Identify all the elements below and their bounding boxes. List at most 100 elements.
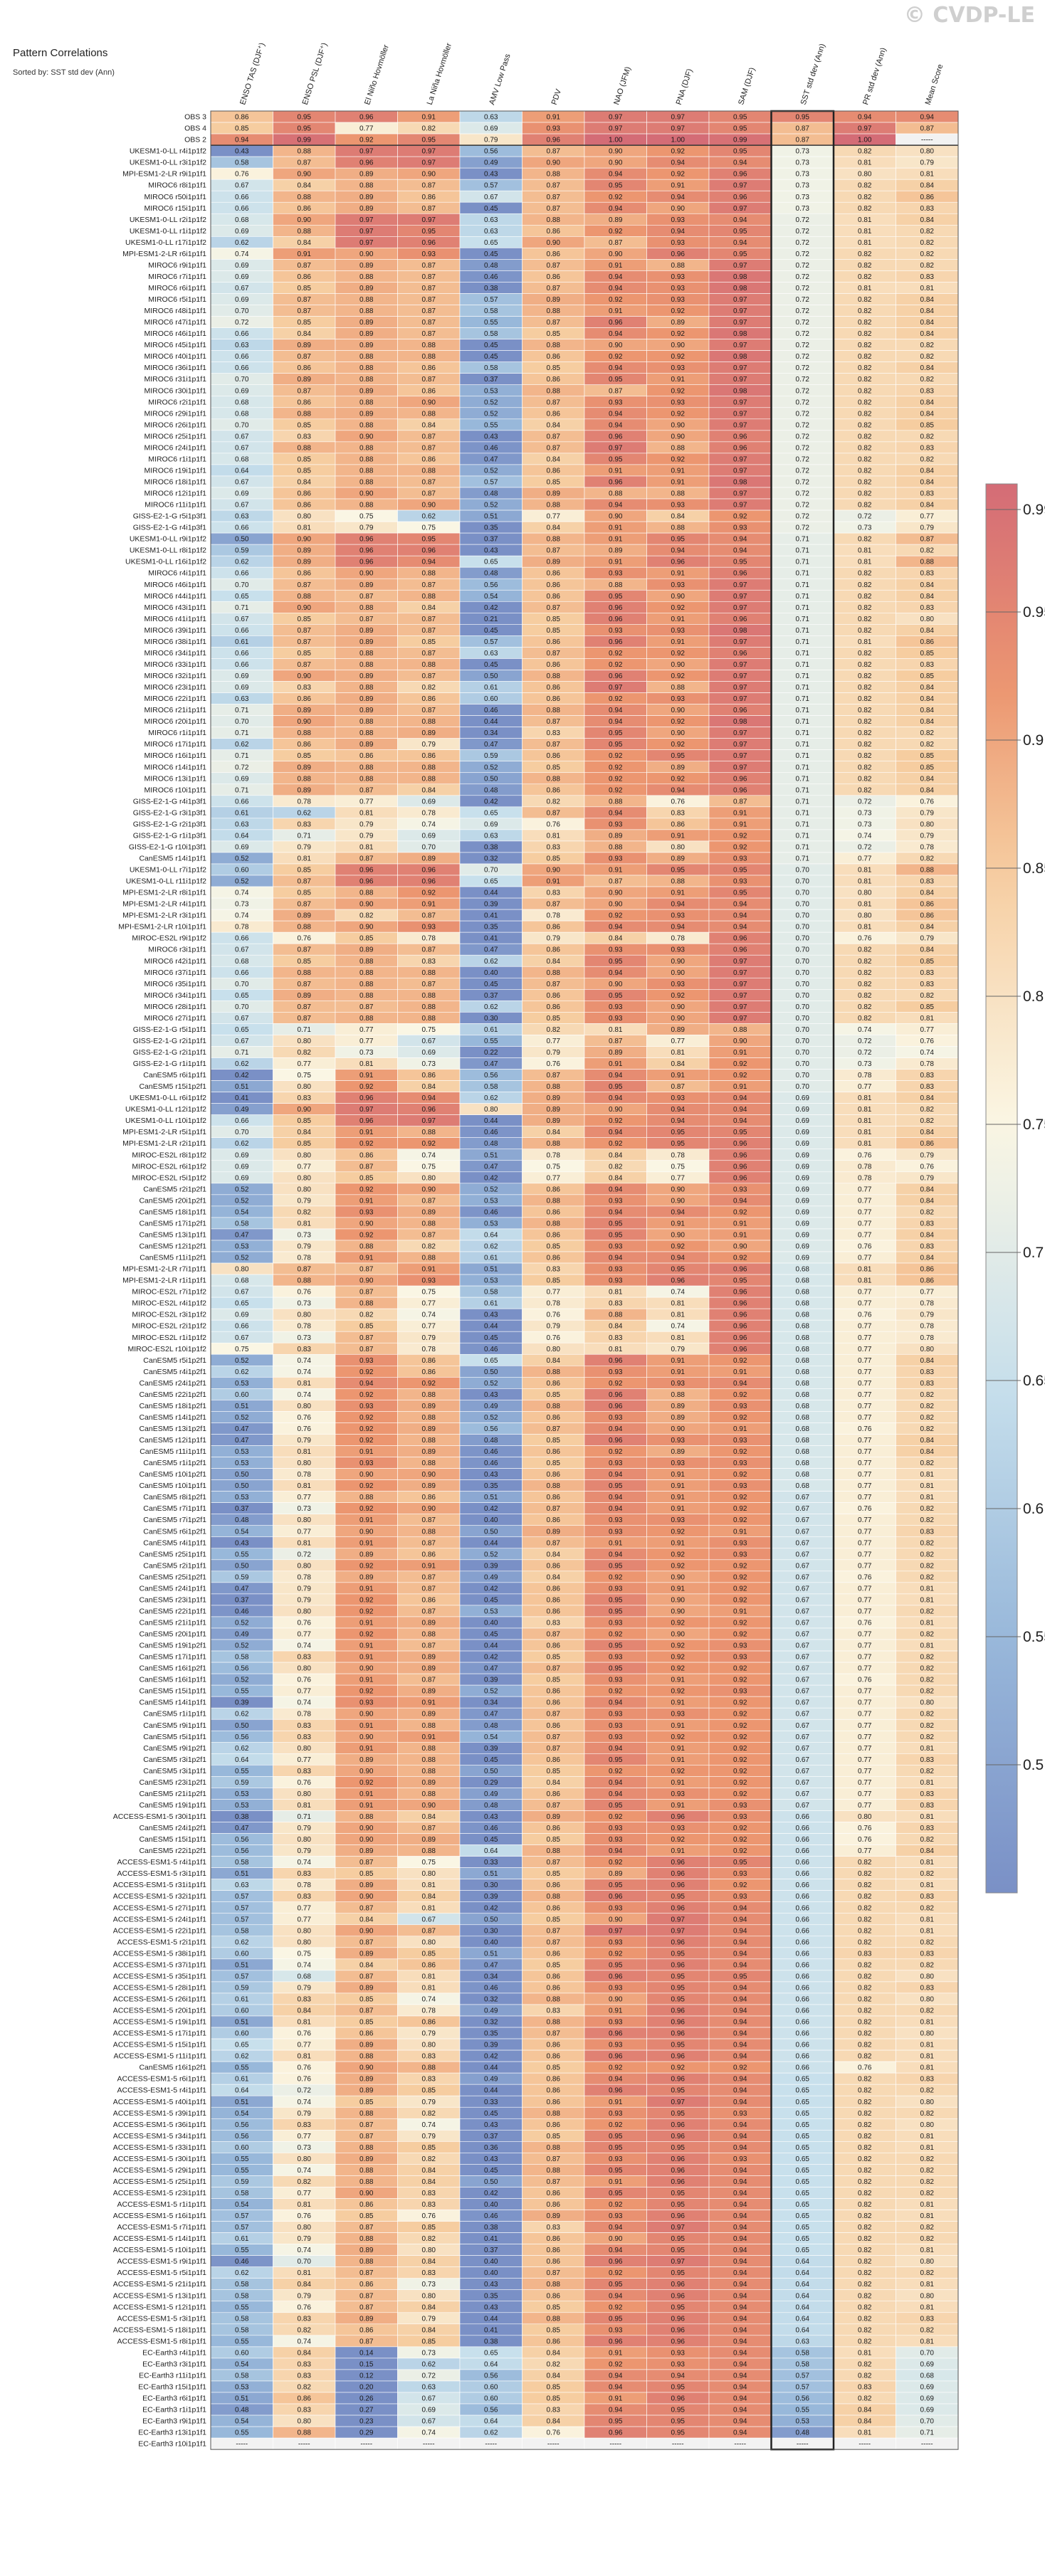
cell-value: 0.91: [671, 570, 686, 578]
cell-value: 0.88: [733, 1026, 747, 1034]
cell-value: 0.70: [796, 992, 810, 1000]
cell-value: 0.92: [359, 1414, 374, 1422]
column-header: NAO (JFM): [612, 65, 633, 106]
cell-value: 0.66: [796, 1870, 810, 1878]
cell-value: 0.40: [484, 2201, 498, 2209]
cell-value: 0.82: [858, 1916, 872, 1923]
cell-value: 0.95: [609, 1220, 623, 1228]
cell-value: 0.96: [422, 867, 436, 875]
cell-value: 0.95: [671, 2247, 686, 2254]
cell-value: 0.95: [671, 2190, 686, 2197]
cell-value: 0.69: [235, 672, 249, 680]
cell-value: 0.95: [422, 137, 436, 144]
cell-value: 0.91: [359, 1585, 374, 1593]
cell-value: 0.94: [671, 924, 686, 931]
cell-value: 0.47: [235, 1231, 249, 1239]
cell-value: 0.56: [484, 581, 498, 589]
cell-value: 0.86: [547, 1825, 561, 1832]
cell-value: 0.67: [235, 946, 249, 954]
cell-value: 0.54: [235, 1208, 249, 1216]
cell-value: 0.91: [422, 901, 436, 909]
cell-value: 0.91: [609, 307, 623, 315]
cell-value: 0.96: [671, 2155, 686, 2163]
cell-value: 0.71: [796, 707, 810, 714]
cell-value: 0.77: [858, 1631, 872, 1639]
cell-value: 0.86: [298, 570, 312, 578]
cell-value: 0.85: [422, 2224, 436, 2232]
cell-value: 0.95: [609, 958, 623, 966]
cell-value: 0.91: [359, 1722, 374, 1730]
cell-value: 0.73: [422, 2349, 436, 2357]
cell-value: 0.73: [359, 1049, 374, 1057]
cell-value: 0.90: [359, 1665, 374, 1673]
cell-value: 0.96: [359, 1094, 374, 1102]
cell-value: 0.97: [733, 958, 747, 966]
cell-value: -----: [298, 2441, 310, 2449]
cell-value: 0.78: [298, 798, 312, 806]
cell-value: 0.65: [796, 2155, 810, 2163]
cell-value: 0.83: [671, 809, 686, 817]
cell-value: 0.92: [359, 1596, 374, 1604]
cell-value: 0.81: [920, 1471, 935, 1479]
cell-value: 0.50: [484, 775, 498, 783]
cell-value: 0.67: [235, 1289, 249, 1297]
cell-value: 0.84: [920, 627, 935, 635]
cell-value: 0.93: [609, 1368, 623, 1376]
cell-value: 0.77: [547, 1174, 561, 1182]
cell-value: 0.84: [920, 479, 935, 487]
cell-value: 0.92: [733, 1745, 747, 1753]
cell-value: 0.85: [547, 764, 561, 771]
cell-value: 0.75: [422, 1026, 436, 1034]
cell-value: 0.82: [858, 969, 872, 977]
cell-value: 0.97: [733, 969, 747, 977]
cell-value: 0.38: [235, 1813, 249, 1821]
cell-value: 0.53: [235, 1380, 249, 1388]
cell-value: 0.95: [609, 2281, 623, 2289]
cell-value: 0.85: [359, 1323, 374, 1331]
cell-value: 0.96: [733, 650, 747, 658]
cell-value: 0.58: [796, 2360, 810, 2368]
cell-value: 0.93: [671, 581, 686, 589]
cell-value: 0.90: [359, 1277, 374, 1285]
cell-value: 0.81: [422, 1984, 436, 1992]
cell-value: 0.70: [796, 981, 810, 988]
cell-value: 0.67: [484, 194, 498, 201]
cell-value: 0.97: [733, 319, 747, 327]
cell-value: 0.73: [298, 1505, 312, 1513]
cell-value: 0.52: [484, 1688, 498, 1696]
cell-value: 0.87: [547, 1425, 561, 1433]
cell-value: 0.92: [733, 1722, 747, 1730]
cell-value: 0.52: [484, 1551, 498, 1558]
cell-value: 0.70: [796, 901, 810, 909]
cell-value: 0.76: [298, 1620, 312, 1627]
cell-value: 0.63: [484, 650, 498, 658]
cell-value: 0.82: [920, 1117, 935, 1125]
cell-value: 0.56: [484, 2407, 498, 2414]
cell-value: 0.82: [920, 1711, 935, 1719]
cell-value: 0.83: [920, 1802, 935, 1810]
cell-value: 0.86: [422, 455, 436, 463]
cell-value: 0.86: [422, 1551, 436, 1558]
cell-value: 0.52: [235, 1197, 249, 1205]
cell-value: 0.88: [359, 2110, 374, 2118]
cell-value: 0.44: [484, 1642, 498, 1650]
cell-value: 0.88: [422, 1015, 436, 1023]
cell-value: 0.69: [235, 262, 249, 270]
cell-value: 0.74: [422, 1311, 436, 1319]
cell-value: 0.65: [796, 2110, 810, 2118]
cell-value: 0.57: [235, 2212, 249, 2220]
cell-value: 0.82: [920, 2326, 935, 2334]
cell-value: 0.56: [235, 1665, 249, 1673]
cell-value: 0.54: [235, 2360, 249, 2368]
cell-value: 0.82: [858, 672, 872, 680]
cell-value: 0.77: [858, 1380, 872, 1388]
cell-value: 0.81: [920, 2247, 935, 2254]
cell-value: 0.85: [547, 1870, 561, 1878]
cell-value: 0.66: [796, 1950, 810, 1958]
cell-value: 0.48: [484, 490, 498, 498]
cell-value: 0.79: [920, 935, 935, 943]
cell-value: 0.81: [422, 1881, 436, 1889]
cell-value: 0.88: [547, 171, 561, 179]
cell-value: 0.87: [547, 2155, 561, 2163]
cell-value: 0.84: [920, 467, 935, 475]
